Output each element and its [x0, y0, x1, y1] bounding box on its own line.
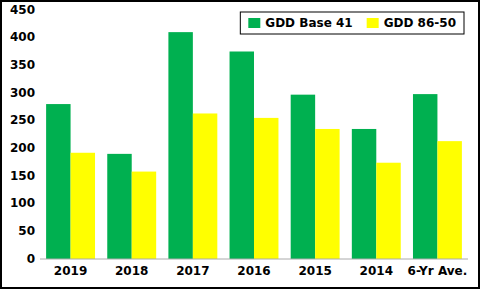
figure-border — [1, 1, 479, 288]
x-tick-label: 2019 — [54, 264, 87, 278]
x-tick-label: 2017 — [176, 264, 209, 278]
x-tick-label: 2016 — [237, 264, 270, 278]
x-tick-label: 2014 — [360, 264, 393, 278]
y-tick-label: 200 — [10, 141, 35, 155]
bar — [437, 141, 461, 259]
bar — [230, 52, 254, 260]
x-axis: 2019 2018 2017 2016 2015 2014 6-Yr Ave. — [54, 264, 467, 278]
bar — [376, 163, 400, 259]
bar — [168, 32, 192, 259]
y-tick-label: 150 — [10, 169, 35, 183]
bar — [193, 113, 217, 259]
bar — [413, 94, 437, 259]
y-tick-label: 350 — [10, 58, 35, 72]
bar — [315, 129, 339, 259]
legend-swatch — [248, 18, 260, 28]
legend-label: GDD 86-50 — [384, 16, 456, 30]
x-tick-label: 6-Yr Ave. — [408, 264, 468, 278]
chart-container: 0501001502002503003504004502019201820172… — [0, 0, 480, 289]
y-tick-label: 50 — [18, 224, 35, 238]
y-tick-label: 100 — [10, 196, 35, 210]
bar — [352, 129, 376, 259]
x-axis-line — [40, 259, 468, 260]
x-tick-label: 2018 — [115, 264, 148, 278]
bar — [71, 153, 95, 259]
legend: GDD Base 41 GDD 86-50 — [240, 12, 464, 34]
y-axis: 0 50 100 150 200 250 300 350 400 450 — [10, 3, 35, 266]
y-tick-label: 400 — [10, 30, 35, 44]
legend-frame — [240, 12, 464, 34]
y-tick-label: 0 — [27, 252, 35, 266]
bar — [132, 172, 156, 259]
bar — [107, 154, 131, 259]
y-tick-label: 450 — [10, 3, 35, 17]
chart: 0501001502002503003504004502019201820172… — [0, 0, 480, 289]
x-tick-label: 2015 — [298, 264, 331, 278]
legend-swatch — [367, 18, 379, 28]
y-tick-label: 250 — [10, 113, 35, 127]
legend-label: GDD Base 41 — [265, 16, 352, 30]
bar — [291, 95, 315, 259]
bar — [254, 118, 278, 259]
bars — [46, 32, 462, 259]
y-tick-label: 300 — [10, 86, 35, 100]
bar — [46, 104, 70, 259]
